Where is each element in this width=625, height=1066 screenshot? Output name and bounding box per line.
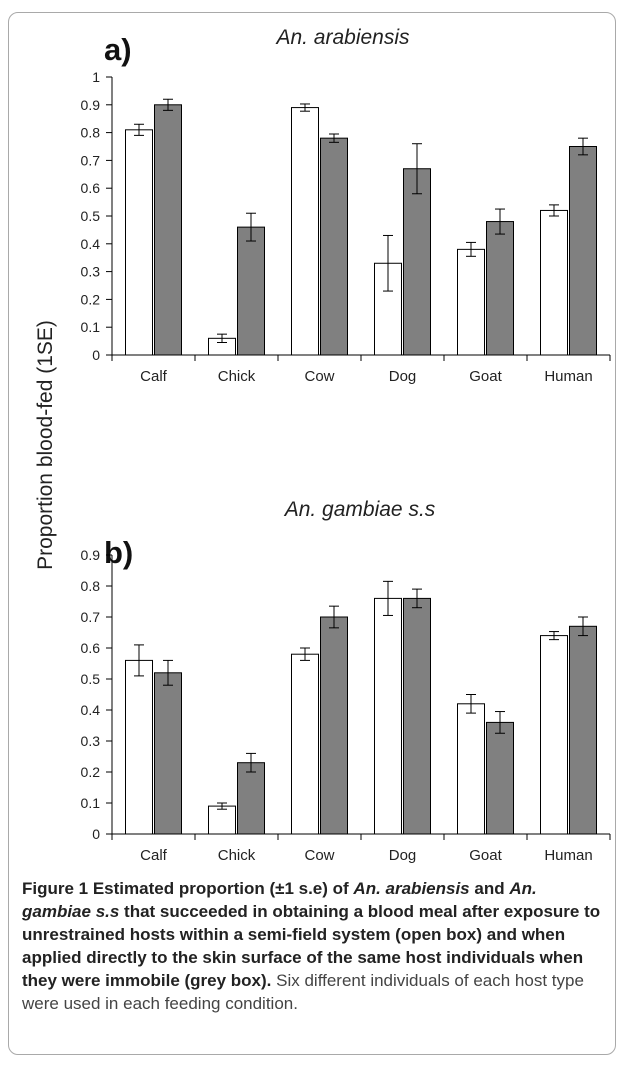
x-tick-label: Human (544, 847, 592, 864)
bar-grey (403, 597, 431, 835)
caption-body: Six different individuals of each host t… (22, 971, 584, 1013)
panel-label: a) (104, 32, 132, 67)
y-tick-label: 0.8 (81, 578, 101, 594)
bar-open (291, 653, 319, 835)
y-tick-label: 0.4 (81, 236, 101, 252)
y-tick-label: 0.3 (81, 733, 101, 749)
bar-grey (237, 226, 265, 356)
caption-title-part: Estimated proportion (±1 s.e) of (88, 879, 354, 898)
y-tick-label: 0.3 (81, 264, 101, 280)
bar-open (125, 129, 153, 356)
panel-b-chart: b) An. gambiae s.s 0 0.1 0.2 0.3 0.4 0.5 0.6 0.7 0… (81, 498, 611, 864)
caption-title-part: An. arabiensis (353, 879, 470, 898)
x-tick-label: Cow (304, 368, 334, 385)
bar-grey (154, 104, 182, 356)
bar-open (291, 107, 319, 356)
figure-caption: Figure 1 Estimated proportion (±1 s.e) o… (22, 877, 607, 1015)
bar-grey (569, 146, 597, 356)
y-tick-label: 0.9 (81, 97, 101, 113)
x-tick-label: Chick (218, 368, 256, 385)
caption-title: Figure 1 Estimated proportion (±1 s.e) o… (22, 879, 600, 990)
y-tick-label: 0.2 (81, 764, 101, 780)
panel-a-chart: a) An. arabiensis 0 0.1 0.2 0.3 0.4 0.5 0.6 0.7 0.… (81, 26, 611, 385)
bar-grey (486, 721, 514, 835)
bar-open (125, 659, 153, 835)
y-tick-label: 1 (92, 69, 100, 85)
bar-grey (403, 168, 431, 356)
caption-label: Figure 1 (22, 879, 89, 898)
y-tick-label: 0 (92, 347, 100, 363)
y-tick-label: 0.8 (81, 125, 101, 141)
y-tick-label: 0.5 (81, 671, 101, 687)
bar-open (374, 597, 402, 835)
caption-title-part: and (469, 879, 510, 898)
y-tick-label: 0 (92, 826, 100, 842)
y-tick-label: 0.1 (81, 795, 101, 811)
bar-grey (569, 625, 597, 835)
figure-chart: Proportion blood-fed (1SE) a) An. arabien… (34, 26, 611, 864)
x-tick-label: Human (544, 368, 592, 385)
bar-open (540, 635, 568, 835)
y-tick-label: 0.6 (81, 640, 101, 656)
figure-frame (8, 12, 616, 1055)
x-tick-label: Chick (218, 847, 256, 864)
y-tick-label: 0.5 (81, 208, 101, 224)
bar-open (208, 805, 236, 835)
caption-title-part: that succeeded in obtaining a blood meal… (22, 902, 601, 990)
x-tick-label: Calf (140, 368, 168, 385)
bar-open (540, 209, 568, 356)
x-tick-label: Cow (304, 847, 334, 864)
y-tick-label: 0.7 (81, 152, 101, 168)
y-tick-label: 0.6 (81, 180, 101, 196)
y-tick-label: 0.7 (81, 609, 101, 625)
bar-grey (320, 616, 348, 835)
caption-title-text: Estimated proportion (±1 s.e) of An. ara… (22, 879, 600, 990)
y-tick-label: 0.2 (81, 291, 101, 307)
panel-title: An. arabiensis (274, 26, 410, 49)
x-tick-label: Dog (389, 847, 417, 864)
y-tick-label: 0.9 (81, 547, 101, 563)
x-tick-label: Dog (389, 368, 417, 385)
x-tick-label: Goat (469, 368, 502, 385)
bar-grey (237, 762, 265, 835)
bar-open (457, 703, 485, 835)
y-axis-label: Proportion blood-fed (1SE) (34, 320, 57, 570)
caption-title-part: An. gambiae s.s (22, 879, 537, 921)
bar-grey (154, 672, 182, 835)
panel-label: b) (104, 535, 133, 570)
bar-grey (486, 221, 514, 356)
bar-grey (320, 137, 348, 356)
x-tick-label: Goat (469, 847, 502, 864)
y-tick-label: 0.1 (81, 319, 101, 335)
panel-title: An. gambiae s.s (283, 498, 436, 521)
bar-open (457, 248, 485, 356)
x-tick-label: Calf (140, 847, 168, 864)
y-tick-label: 0.4 (81, 702, 101, 718)
